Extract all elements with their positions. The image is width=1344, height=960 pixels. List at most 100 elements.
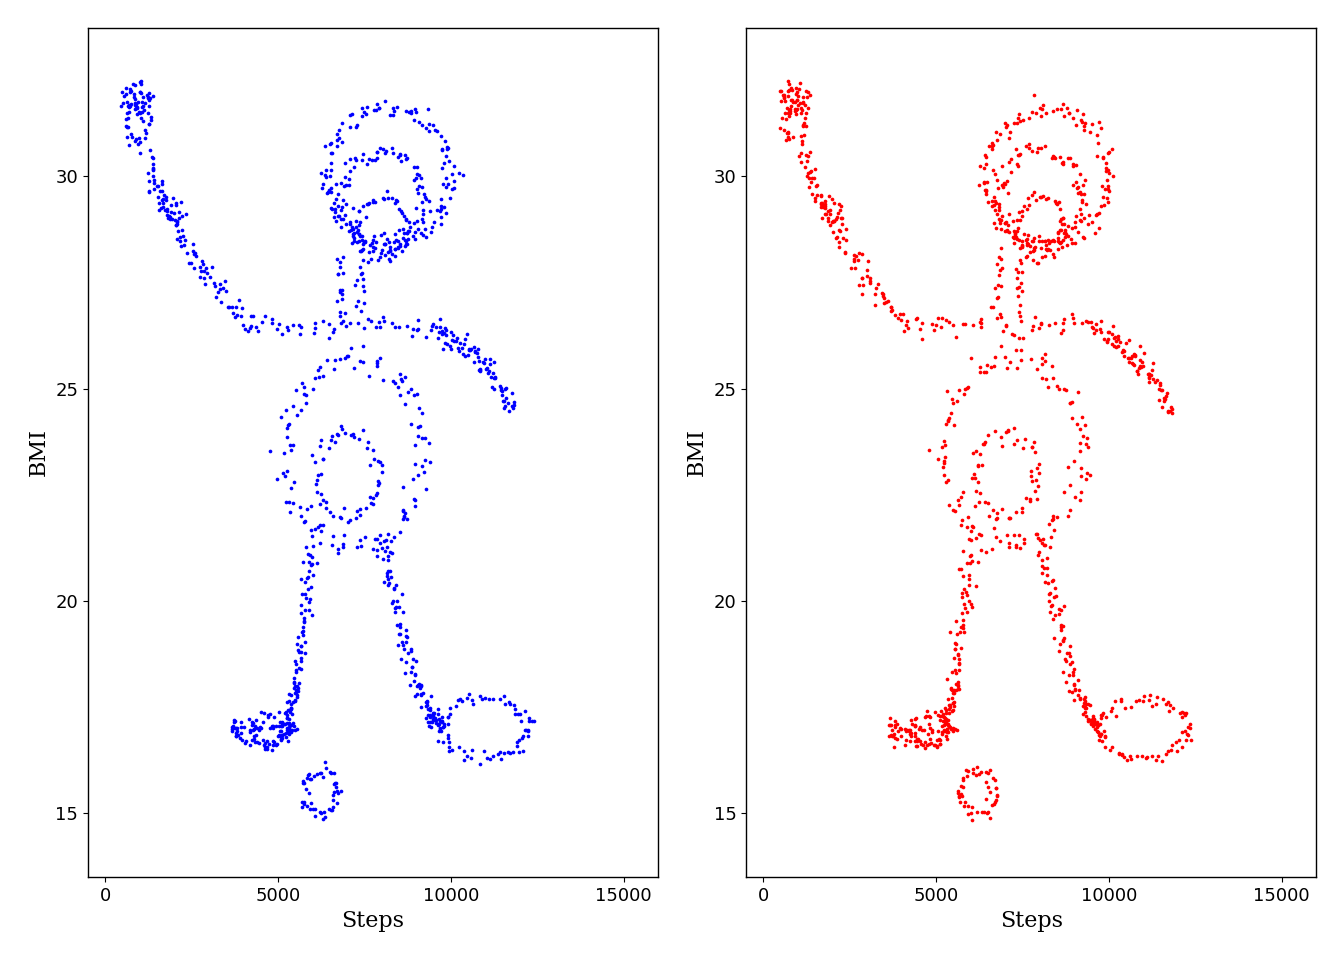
Point [301, 498, 323, 514]
Point [786, 101, 808, 116]
Point [181, 244, 203, 259]
Point [427, 707, 449, 722]
Point [288, 318, 309, 333]
Point [276, 319, 297, 334]
Point [367, 453, 388, 468]
Point [394, 510, 415, 525]
Point [1048, 234, 1070, 250]
Point [469, 688, 491, 704]
Point [155, 189, 176, 204]
Point [1016, 237, 1038, 252]
Point [345, 220, 367, 235]
Point [942, 664, 964, 680]
Point [281, 725, 302, 740]
Point [407, 222, 429, 237]
Point [953, 543, 974, 559]
Y-axis label: BMI: BMI [685, 428, 708, 476]
Point [961, 800, 982, 815]
Point [285, 684, 306, 700]
Point [360, 252, 382, 267]
Point [359, 151, 380, 166]
Point [1107, 331, 1129, 347]
Point [405, 498, 426, 514]
Point [282, 715, 304, 731]
Point [1120, 699, 1141, 714]
Point [1016, 231, 1038, 247]
Point [301, 607, 323, 622]
Point [789, 95, 810, 110]
Point [142, 150, 164, 165]
Point [141, 150, 163, 165]
Point [423, 117, 445, 132]
Point [1102, 326, 1124, 342]
Point [1071, 194, 1093, 209]
Point [1046, 196, 1067, 211]
Point [773, 90, 794, 106]
Point [417, 101, 438, 116]
Point [1111, 345, 1133, 360]
Point [1111, 746, 1133, 761]
Point [363, 497, 384, 513]
Point [401, 664, 422, 680]
Point [1156, 746, 1177, 761]
Point [882, 302, 903, 318]
Point [1023, 252, 1044, 268]
Point [953, 582, 974, 597]
Point [343, 228, 364, 243]
Point [945, 636, 966, 651]
Point [281, 717, 302, 732]
Point [973, 174, 995, 189]
Point [335, 350, 356, 366]
Point [261, 316, 282, 331]
Point [986, 256, 1008, 272]
Point [352, 242, 374, 257]
Point [921, 735, 942, 751]
Point [1138, 687, 1160, 703]
Point [132, 89, 153, 105]
Point [513, 722, 535, 737]
Point [1059, 648, 1081, 663]
Point [1055, 382, 1077, 397]
Point [782, 92, 804, 108]
Point [403, 492, 425, 507]
Point [1051, 234, 1073, 250]
Point [1087, 717, 1109, 732]
Point [1031, 559, 1052, 574]
Point [1120, 751, 1141, 766]
Point [504, 707, 526, 722]
Point [935, 714, 957, 730]
Point [493, 400, 515, 416]
Point [296, 501, 317, 516]
Point [415, 694, 437, 709]
Point [329, 254, 351, 270]
Point [297, 570, 319, 586]
Point [454, 348, 476, 364]
Point [370, 527, 391, 542]
Point [976, 182, 997, 198]
Point [363, 232, 384, 248]
Point [430, 204, 452, 219]
Point [896, 722, 918, 737]
Point [964, 498, 985, 514]
Point [836, 232, 857, 248]
Point [406, 166, 427, 181]
Point [363, 228, 384, 243]
Point [1133, 345, 1154, 360]
Point [153, 187, 175, 203]
Point [129, 134, 151, 150]
Point [456, 326, 477, 342]
Point [173, 237, 195, 252]
Point [934, 708, 956, 724]
Point [175, 232, 196, 248]
Point [1044, 316, 1066, 331]
Point [142, 160, 164, 176]
Point [438, 739, 460, 755]
Point [375, 533, 396, 548]
Point [293, 795, 314, 810]
Point [1090, 726, 1111, 741]
Point [293, 796, 314, 811]
Point [922, 724, 943, 739]
Point [832, 217, 853, 232]
Point [777, 88, 798, 104]
Point [1060, 235, 1082, 251]
